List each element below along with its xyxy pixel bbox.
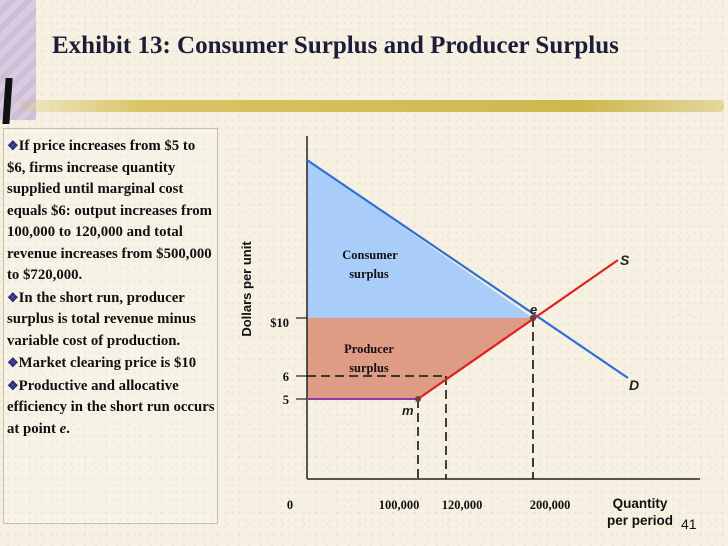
- diamond-bullet-icon: ❖: [7, 355, 19, 370]
- y-tick-label-10: $10: [270, 316, 289, 330]
- point-m: [415, 396, 421, 402]
- point-e: [529, 314, 537, 322]
- diamond-bullet-icon: ❖: [7, 377, 19, 393]
- demand-curve: [306, 159, 629, 379]
- slide-number: 41: [681, 516, 697, 532]
- x-tick-label-120000: 120,000: [442, 498, 483, 512]
- diamond-bullet-icon: ❖: [7, 138, 19, 153]
- supply-label: S: [620, 252, 630, 268]
- supply-curve: [417, 259, 619, 400]
- note-item: ❖Productive and allocative efficiency in…: [7, 377, 215, 437]
- y-tick-label-5: 5: [283, 393, 289, 407]
- point-m-label: m: [402, 403, 414, 418]
- x-axis-label-line2: per period: [607, 513, 673, 528]
- consumer-surplus-label-2: surplus: [349, 267, 389, 281]
- slide-title: Exhibit 13: Consumer Surplus and Produce…: [52, 32, 619, 59]
- diamond-bullet-icon: ❖: [7, 289, 19, 305]
- notes-box: ❖If price increases from $5 to $6, firms…: [3, 128, 218, 524]
- point-e-label: e: [530, 302, 537, 317]
- y-tick-label-6: 6: [283, 370, 289, 384]
- note-item: ❖In the short run, producer surplus is t…: [7, 289, 196, 349]
- demand-label: D: [629, 377, 639, 393]
- title-underline: [20, 100, 724, 112]
- origin-label: 0: [287, 498, 293, 512]
- note-item: ❖Market clearing price is $10: [7, 355, 197, 371]
- producer-surplus-area: [307, 318, 533, 399]
- note-item: ❖If price increases from $5 to $6, firms…: [7, 138, 212, 283]
- consumer-surplus-label-1: Consumer: [342, 248, 398, 262]
- producer-surplus-label-2: surplus: [349, 361, 389, 375]
- x-axis-label-line1: Quantity: [613, 496, 668, 511]
- x-tick-label-100000: 100,000: [379, 498, 420, 512]
- x-tick-label-200000: 200,000: [530, 498, 571, 512]
- y-axis-label: Dollars per unit: [239, 241, 254, 337]
- producer-surplus-label-1: Producer: [344, 342, 394, 356]
